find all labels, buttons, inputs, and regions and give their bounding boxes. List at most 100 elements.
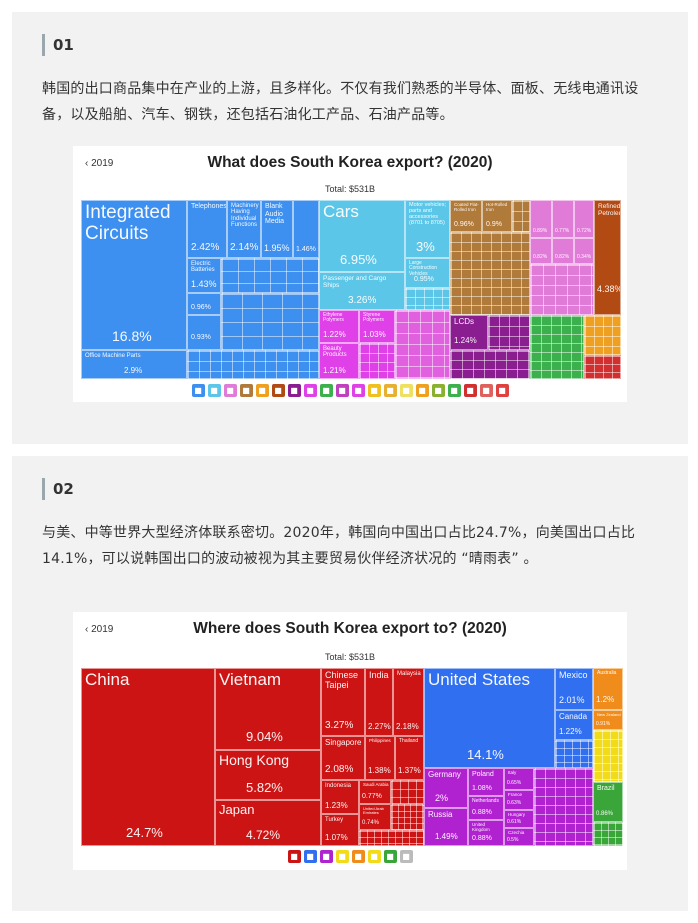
tile-thailand[interactable]: Thailand 1.37% [395, 736, 424, 780]
tile-japan[interactable]: Japan 4.72% [215, 800, 321, 846]
person-icon[interactable]: ■ [223, 384, 237, 397]
leaf-icon[interactable]: ■ [367, 384, 381, 397]
tile-australia[interactable]: Australia 1.2% [593, 668, 623, 710]
tile-czechia[interactable]: Czechia 0.5% [504, 828, 534, 846]
tile-group-iron[interactable] [512, 200, 530, 232]
tile-coated-iron[interactable]: Coated Flat-Rolled Iron 0.96% [450, 200, 482, 232]
na-icon[interactable]: ■ [383, 850, 397, 863]
tile-group-chemicals[interactable] [395, 310, 450, 379]
paper-icon[interactable]: ■ [495, 384, 509, 397]
gem-icon[interactable]: ■ [335, 384, 349, 397]
handbag-icon[interactable]: ■ [303, 384, 317, 397]
lamp-icon[interactable]: ■ [399, 384, 413, 397]
tile-vehicle-parts[interactable]: Motor vehicles; parts and accessories (8… [405, 200, 450, 258]
tile-mexico[interactable]: Mexico 2.01% [555, 668, 593, 710]
tile-group-electronics[interactable] [187, 350, 319, 379]
pill-icon[interactable]: ■ [447, 384, 461, 397]
sa-icon[interactable]: ■ [399, 850, 413, 863]
tile-group-small-machinery[interactable] [221, 258, 319, 293]
tile-group-electrical[interactable] [221, 293, 319, 350]
tool-icon[interactable]: ■ [255, 384, 269, 397]
tile-group-asia-tiny[interactable] [359, 830, 424, 846]
tile-russia[interactable]: Russia 1.49% [424, 808, 468, 846]
tile-france[interactable]: France 0.63% [504, 790, 534, 810]
asia-icon[interactable]: ■ [287, 850, 301, 863]
europe-icon[interactable]: ■ [319, 850, 333, 863]
tile-canada[interactable]: Canada 1.22% [555, 710, 593, 740]
tile-group-europe[interactable] [534, 768, 593, 846]
tile-group-transport[interactable] [405, 288, 450, 310]
ship-icon[interactable]: ■ [479, 384, 493, 397]
tile-group-pink[interactable] [530, 264, 594, 315]
other-icon[interactable]: ■ [367, 850, 381, 863]
tile-refined-petroleum[interactable]: Refined Petroleum 4.38% [594, 200, 621, 315]
tile-hong-kong[interactable]: Hong Kong 5.82% [215, 750, 321, 800]
tile-electric-batteries[interactable]: Electric Batteries 1.43% [187, 258, 221, 293]
tile-group-asia-small[interactable] [391, 780, 424, 804]
tile-misc-machinery[interactable]: 1.46% [293, 200, 319, 258]
tile-lcds[interactable]: LCDs 1.24% [450, 315, 488, 350]
tile-philippines[interactable]: Philippines 1.38% [365, 736, 395, 780]
year-back-link[interactable]: ‹ 2019 [85, 158, 114, 169]
tile-united-kingdom[interactable]: United Kingdom 0.88% [468, 820, 504, 846]
bottle-icon[interactable]: ■ [383, 384, 397, 397]
tile-group-africa[interactable] [593, 730, 623, 782]
tile-machinery[interactable]: Machinery Having Individual Functions 2.… [227, 200, 261, 258]
gear-icon[interactable]: ■ [271, 384, 285, 397]
tile-group-plastics[interactable] [359, 343, 395, 379]
tile-group-asia-tiny-2[interactable] [391, 804, 424, 830]
car-icon[interactable]: ■ [287, 384, 301, 397]
tile-small-2[interactable]: 0.93% [187, 315, 221, 350]
drop-icon[interactable]: ■ [415, 384, 429, 397]
americas-icon[interactable]: ■ [303, 850, 317, 863]
tile-styrene-polymers[interactable]: Styrene Polymers 1.03% [359, 310, 395, 343]
tile-group-americas[interactable] [555, 740, 593, 768]
tile-pink-1[interactable]: 0.89% [530, 200, 552, 238]
tile-hot-rolled-iron[interactable]: Hot-Rolled Iron 0.9% [482, 200, 512, 232]
tile-group-foodstuffs[interactable] [584, 315, 621, 355]
tile-ethylene-polymers[interactable]: Ethylene Polymers 1.22% [319, 310, 359, 343]
tile-singapore[interactable]: Singapore 2.08% [321, 736, 365, 780]
tile-pink-5[interactable]: 0.82% [552, 238, 574, 264]
tile-ships[interactable]: Passenger and Cargo Ships 3.26% [319, 272, 405, 310]
tile-group-instruments[interactable] [488, 315, 530, 350]
year-back-link[interactable]: ‹ 2019 [85, 624, 114, 635]
sofa-icon[interactable]: ■ [431, 384, 445, 397]
tile-india[interactable]: India 2.27% [365, 668, 393, 736]
tile-poland[interactable]: Poland 1.08% [468, 768, 504, 796]
tile-construction-vehicles[interactable]: Large Construction Vehicles 0.95% [405, 258, 450, 288]
tile-malaysia[interactable]: Malaysia 2.18% [393, 668, 424, 736]
tile-italy[interactable]: Italy 0.65% [504, 768, 534, 790]
box-icon[interactable]: ■ [239, 384, 253, 397]
tile-group-metals[interactable] [450, 232, 530, 315]
tile-blank-audio-media[interactable]: Blank Audio Media 1.95% [261, 200, 293, 258]
tile-group-south-america[interactable] [593, 822, 623, 846]
tile-pink-6[interactable]: 0.34% [574, 238, 594, 264]
tile-germany[interactable]: Germany 2% [424, 768, 468, 808]
tile-small-1[interactable]: 0.96% [187, 293, 221, 315]
tile-new-zealand[interactable]: New Zealand 0.91% [593, 710, 623, 730]
tile-group-vegetable[interactable] [530, 315, 584, 379]
tile-indonesia[interactable]: Indonesia 1.23% [321, 780, 359, 814]
tile-brazil[interactable]: Brazil 0.86% [593, 782, 623, 822]
tile-hungary[interactable]: Hungary 0.61% [504, 810, 534, 828]
flask-icon[interactable]: ■ [351, 384, 365, 397]
tile-pink-2[interactable]: 0.77% [552, 200, 574, 238]
tile-vietnam[interactable]: Vietnam 9.04% [215, 668, 321, 750]
tile-pink-3[interactable]: 0.72% [574, 200, 594, 238]
tile-group-optics[interactable] [450, 350, 530, 379]
tile-chinese-taipei[interactable]: Chinese Taipei 3.27% [321, 668, 365, 736]
africa-icon[interactable]: ■ [335, 850, 349, 863]
rocket-icon[interactable]: ■ [319, 384, 333, 397]
tile-uae[interactable]: United Arab Emirates 0.74% [359, 804, 391, 830]
machine-icon[interactable]: ■ [191, 384, 205, 397]
ring-icon[interactable]: ■ [463, 384, 477, 397]
tile-pink-4[interactable]: 0.82% [530, 238, 552, 264]
tile-cars[interactable]: Cars 6.95% [319, 200, 405, 272]
tile-beauty-products[interactable]: Beauty Products 1.21% [319, 343, 359, 379]
textile-icon[interactable]: ■ [207, 384, 221, 397]
tile-saudi-arabia[interactable]: Saudi Arabia 0.77% [359, 780, 391, 804]
tile-netherlands[interactable]: Netherlands 0.88% [468, 796, 504, 820]
tile-telephones[interactable]: Telephones 2.42% [187, 200, 227, 258]
tile-office-machine-parts[interactable]: Office Machine Parts 2.9% [81, 350, 187, 379]
